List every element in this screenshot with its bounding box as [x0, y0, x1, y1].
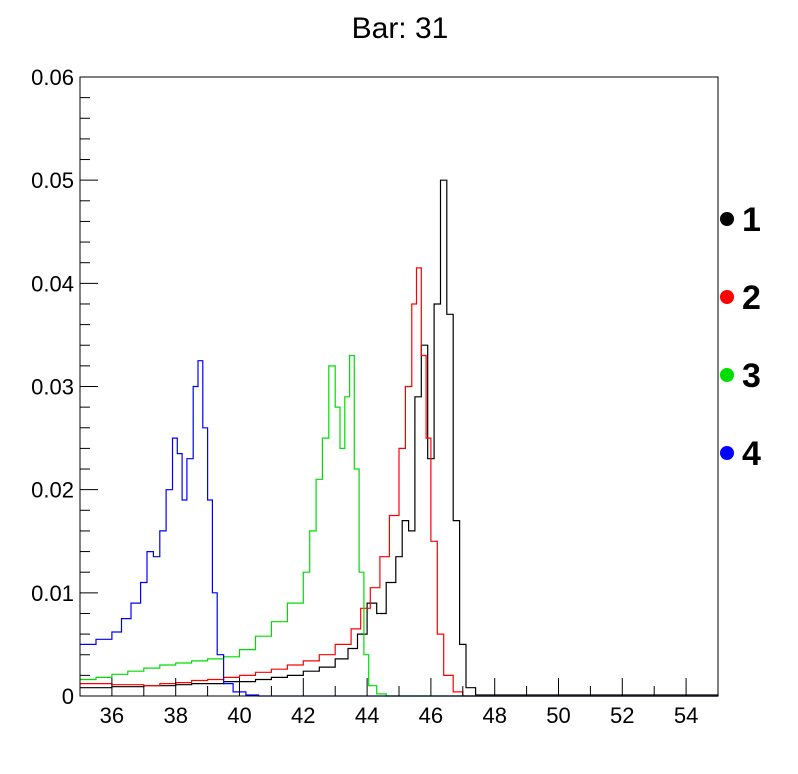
y-tick-label: 0.05 — [31, 168, 74, 193]
legend-marker-3 — [720, 368, 734, 382]
series-3-line — [80, 354, 718, 697]
x-tick-label: 50 — [546, 703, 570, 728]
y-tick-label: 0.01 — [31, 581, 74, 606]
plot-frame — [79, 76, 719, 697]
legend-marker-2 — [720, 290, 734, 304]
y-tick-label: 0.03 — [31, 375, 74, 400]
x-tick-label: 54 — [674, 703, 698, 728]
y-tick-label: 0.04 — [31, 271, 74, 296]
legend-label-4: 4 — [742, 435, 761, 473]
x-axis: 36 38 40 42 44 46 48 50 52 54 — [79, 678, 719, 728]
legend-label-1: 1 — [742, 201, 761, 239]
x-tick-label: 40 — [227, 703, 251, 728]
legend-marker-1 — [720, 212, 734, 226]
y-tick-label: 0 — [62, 684, 74, 709]
y-axis: 0 0.01 0.02 0.03 0.04 0.05 0.06 — [31, 65, 98, 709]
series-2-line — [80, 267, 718, 697]
legend: 1 2 3 4 — [720, 201, 761, 473]
series-1-line — [80, 179, 719, 696]
x-tick-label: 36 — [100, 703, 124, 728]
legend-label-3: 3 — [742, 357, 761, 395]
x-tick-label: 48 — [482, 703, 506, 728]
x-tick-label: 52 — [610, 703, 634, 728]
y-tick-label: 0.02 — [31, 478, 74, 503]
x-tick-label: 42 — [291, 703, 315, 728]
x-tick-label: 44 — [355, 703, 379, 728]
x-tick-label: 46 — [419, 703, 443, 728]
x-tick-label: 38 — [163, 703, 187, 728]
chart-title: Bar: 31 — [352, 12, 449, 45]
legend-marker-4 — [720, 446, 734, 460]
series-4-line — [80, 360, 718, 697]
y-tick-label: 0.06 — [31, 65, 74, 90]
legend-label-2: 2 — [742, 279, 761, 317]
series-layer — [80, 179, 719, 697]
